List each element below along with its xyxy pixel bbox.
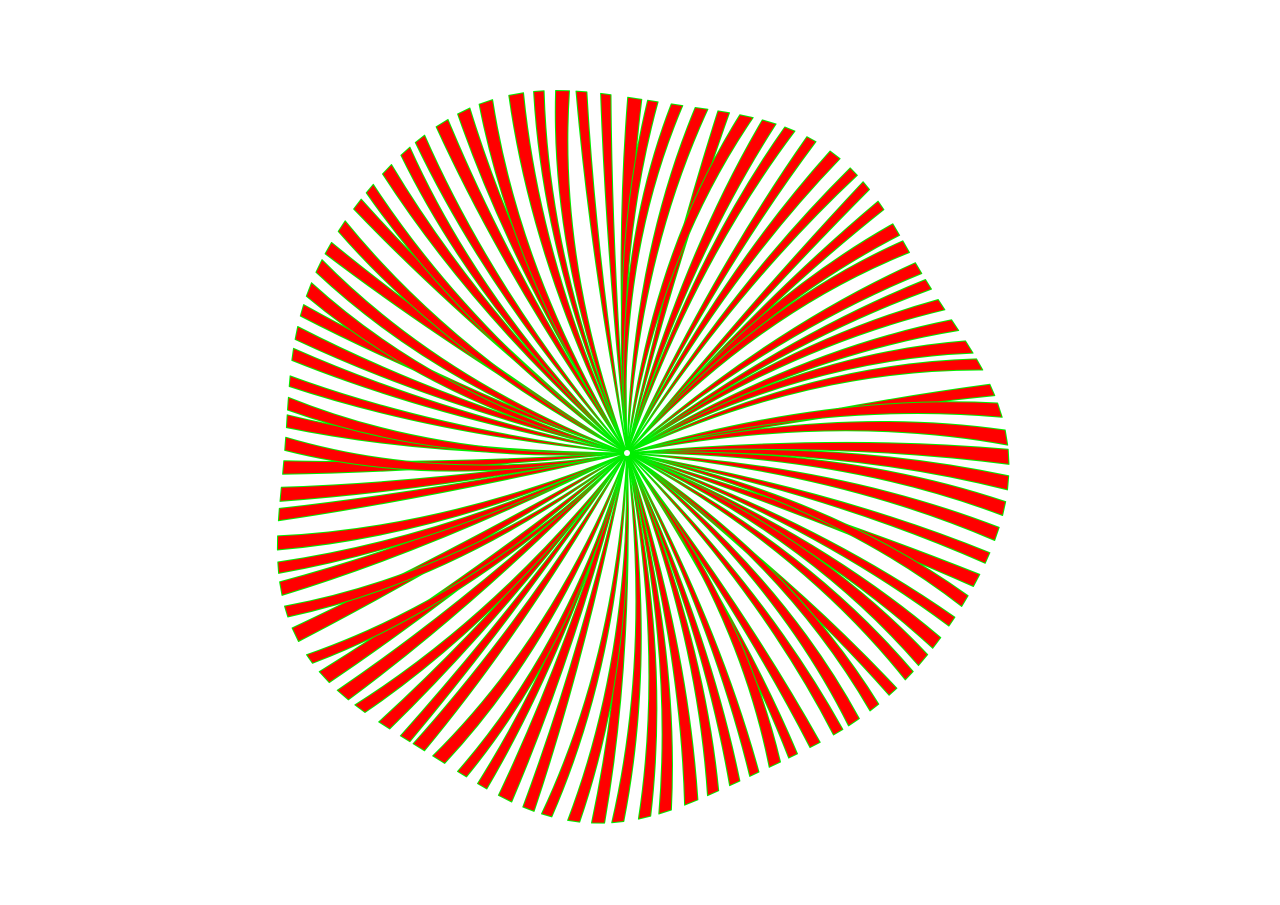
wedge	[611, 452, 642, 824]
wedge	[497, 452, 628, 803]
wedge	[626, 452, 658, 820]
wedge	[626, 279, 932, 454]
wedge	[626, 452, 699, 806]
wedge	[282, 452, 628, 475]
wedge	[626, 452, 914, 681]
wedge	[626, 167, 858, 454]
wedge	[435, 118, 628, 454]
wedge	[626, 110, 730, 454]
wedge	[626, 452, 673, 815]
wedge	[277, 452, 628, 522]
center-dot	[624, 450, 630, 456]
wedge	[626, 262, 923, 454]
wedge	[522, 452, 628, 812]
wedge	[626, 452, 981, 587]
wedge	[626, 401, 1003, 454]
wedge	[276, 452, 628, 551]
wedge	[626, 340, 974, 454]
wedge	[305, 282, 628, 454]
wedge	[623, 103, 684, 454]
wedge	[626, 114, 754, 454]
wedge	[626, 358, 984, 454]
wedge	[626, 452, 860, 727]
wedge	[626, 452, 1000, 541]
wedge	[382, 164, 628, 454]
wedge	[508, 92, 628, 454]
wedge	[626, 420, 1009, 454]
wedge	[354, 452, 628, 713]
wedge	[478, 99, 628, 454]
wedge	[626, 136, 817, 454]
wedge	[284, 436, 628, 472]
wedge	[291, 452, 628, 642]
wedge	[626, 240, 910, 454]
wedge	[626, 452, 844, 736]
wedge	[432, 452, 628, 764]
wedge	[412, 452, 628, 752]
wedge	[600, 92, 628, 454]
wedge	[554, 90, 628, 454]
wedge	[457, 452, 628, 778]
wedge	[400, 146, 628, 454]
wedge	[291, 347, 628, 454]
wedge	[284, 452, 628, 618]
wedge	[626, 119, 777, 454]
wedge	[336, 452, 628, 701]
wedge	[288, 375, 628, 454]
wedge	[287, 396, 628, 456]
wedge	[626, 107, 709, 454]
wedge	[626, 452, 880, 712]
wedge	[626, 452, 760, 777]
wedge	[626, 452, 929, 667]
wedge	[306, 452, 628, 664]
wedge	[626, 452, 720, 797]
wedge	[626, 452, 956, 627]
wedge	[365, 183, 628, 454]
wedge	[315, 259, 628, 454]
wedge	[626, 126, 796, 454]
wedge	[626, 452, 781, 768]
wedge	[626, 150, 841, 454]
wedge	[626, 299, 946, 454]
wedge	[399, 452, 628, 743]
wedge	[541, 452, 628, 818]
wedge	[294, 326, 628, 454]
wedge	[533, 90, 628, 454]
wedge	[626, 451, 1007, 516]
wedge	[567, 452, 629, 823]
wedge	[626, 452, 741, 787]
wedge	[626, 452, 969, 607]
wedge	[277, 452, 628, 574]
wedge	[626, 452, 991, 564]
wedge-group	[276, 90, 1010, 824]
wedge	[575, 90, 628, 454]
wedge	[414, 134, 628, 454]
wedge	[626, 181, 870, 454]
wedge	[337, 220, 628, 454]
